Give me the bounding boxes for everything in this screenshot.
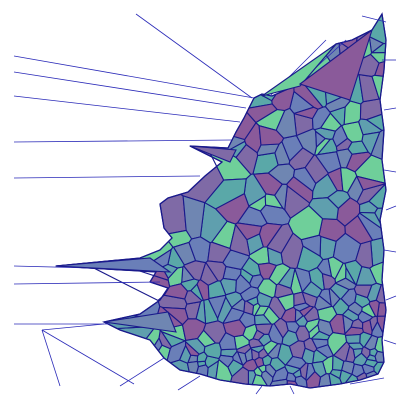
voronoi-cell [299, 362, 309, 381]
voronoi-cell [184, 338, 206, 355]
voronoi-cell [277, 267, 296, 289]
voronoi-cell [359, 200, 379, 214]
voronoi-cell [366, 282, 382, 303]
voronoi-cell [183, 260, 207, 281]
voronoi-cell [260, 370, 274, 387]
voronoi-ray [255, 385, 263, 395]
voronoi-cell [264, 193, 284, 209]
voronoi-cell [207, 294, 227, 319]
voronoi-cell [361, 303, 376, 318]
voronoi-ray [289, 385, 295, 395]
voronoi-cell [363, 358, 379, 368]
voronoi-ray [13, 139, 233, 143]
voronoi-ray [383, 169, 397, 173]
voronoi-ray [361, 15, 387, 23]
voronoi-cell [311, 361, 327, 378]
voronoi-cell [186, 360, 199, 374]
voronoi-cell [204, 178, 247, 210]
voronoi-cell [287, 205, 324, 241]
voronoi-ray [119, 357, 165, 387]
voronoi-cells [55, 13, 387, 389]
voronoi-spike-cell [261, 43, 337, 97]
voronoi-cell [163, 283, 189, 300]
voronoi-cell [329, 282, 350, 300]
voronoi-ray [349, 377, 385, 385]
voronoi-spike-cell [298, 28, 374, 101]
voronoi-cell [203, 320, 227, 344]
voronoi-cell [327, 332, 348, 356]
voronoi-cell [350, 318, 364, 330]
voronoi-ray [13, 55, 255, 99]
voronoi-ray [41, 323, 105, 331]
voronoi-cell [258, 125, 285, 146]
voronoi-cell [205, 260, 227, 282]
voronoi-ray [383, 249, 397, 253]
voronoi-cell [345, 267, 357, 285]
voronoi-ray [385, 205, 397, 211]
region-outline [55, 12, 387, 389]
voronoi-cell [294, 308, 304, 323]
voronoi-spike-cell [103, 311, 177, 333]
voronoi-ray [135, 13, 253, 99]
voronoi-cell [360, 346, 371, 360]
voronoi-cell [275, 107, 298, 139]
voronoi-cell [256, 291, 273, 308]
voronoi-cell [304, 154, 329, 184]
voronoi-ray [13, 71, 247, 109]
voronoi-ray [13, 95, 241, 123]
voronoi-ray [13, 281, 161, 285]
voronoi-cell [256, 143, 280, 157]
voronoi-cell [257, 262, 277, 280]
voronoi-cell [285, 321, 300, 334]
voronoi-ray [41, 329, 61, 387]
voronoi-cell [271, 84, 295, 112]
voronoi-cell [235, 274, 252, 295]
voronoi-cell [303, 306, 320, 323]
voronoi-cell [336, 148, 353, 169]
voronoi-cell [263, 305, 281, 325]
voronoi-spike-cell [55, 257, 172, 273]
voronoi-cell [215, 193, 250, 225]
voronoi-cell [335, 137, 353, 152]
voronoi-cell [258, 222, 283, 248]
voronoi-cell [355, 240, 374, 269]
voronoi-ray [177, 375, 201, 391]
voronoi-ray [385, 295, 397, 301]
voronoi-ray [41, 329, 135, 385]
voronoi-ray [383, 339, 397, 345]
voronoi-cell [345, 345, 356, 363]
voronoi-cell [352, 352, 368, 367]
voronoi-cell [344, 333, 361, 344]
voronoi-spike-cell [189, 145, 237, 163]
voronoi-ray [13, 175, 201, 179]
voronoi-ray [383, 107, 397, 111]
voronoi-rays [13, 13, 397, 395]
voronoi-cell [232, 350, 244, 366]
